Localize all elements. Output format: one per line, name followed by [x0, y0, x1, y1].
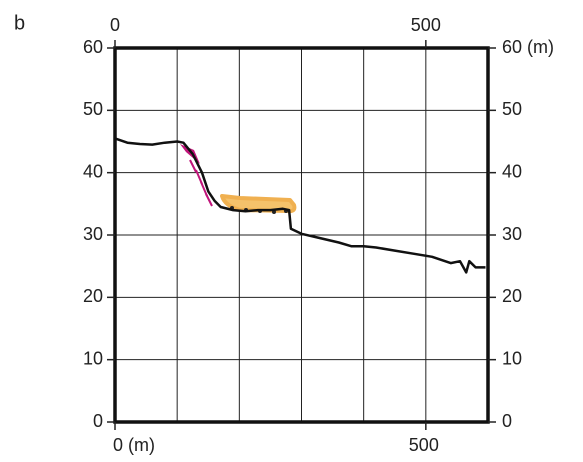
y2-tick-label: 20: [502, 286, 522, 306]
y2-tick-label: 50: [502, 99, 522, 119]
y-tick-label: 50: [83, 99, 103, 119]
x-tick-label: 500: [409, 435, 439, 455]
y-tick-label: 10: [83, 348, 103, 368]
annotations: [180, 144, 297, 214]
y2-tick-label: 30: [502, 224, 522, 244]
scarp-hatch: [189, 159, 213, 207]
x-tick-label: 0 (m): [113, 435, 155, 455]
y-tick-label: 0: [93, 411, 103, 431]
y-tick-label: 60: [83, 37, 103, 57]
y2-tick-label: 60 (m): [502, 37, 554, 57]
y2-tick-label: 0: [502, 411, 512, 431]
panel-label: b: [14, 12, 25, 34]
x-top-tick-label: 500: [411, 15, 441, 35]
y2-tick-label: 10: [502, 348, 522, 368]
y-tick-label: 30: [83, 224, 103, 244]
y-tick-label: 40: [83, 161, 103, 181]
y2-tick-label: 40: [502, 161, 522, 181]
y-tick-label: 20: [83, 286, 103, 306]
profile-line: [114, 137, 486, 274]
x-top-tick-label: 0: [110, 15, 120, 35]
